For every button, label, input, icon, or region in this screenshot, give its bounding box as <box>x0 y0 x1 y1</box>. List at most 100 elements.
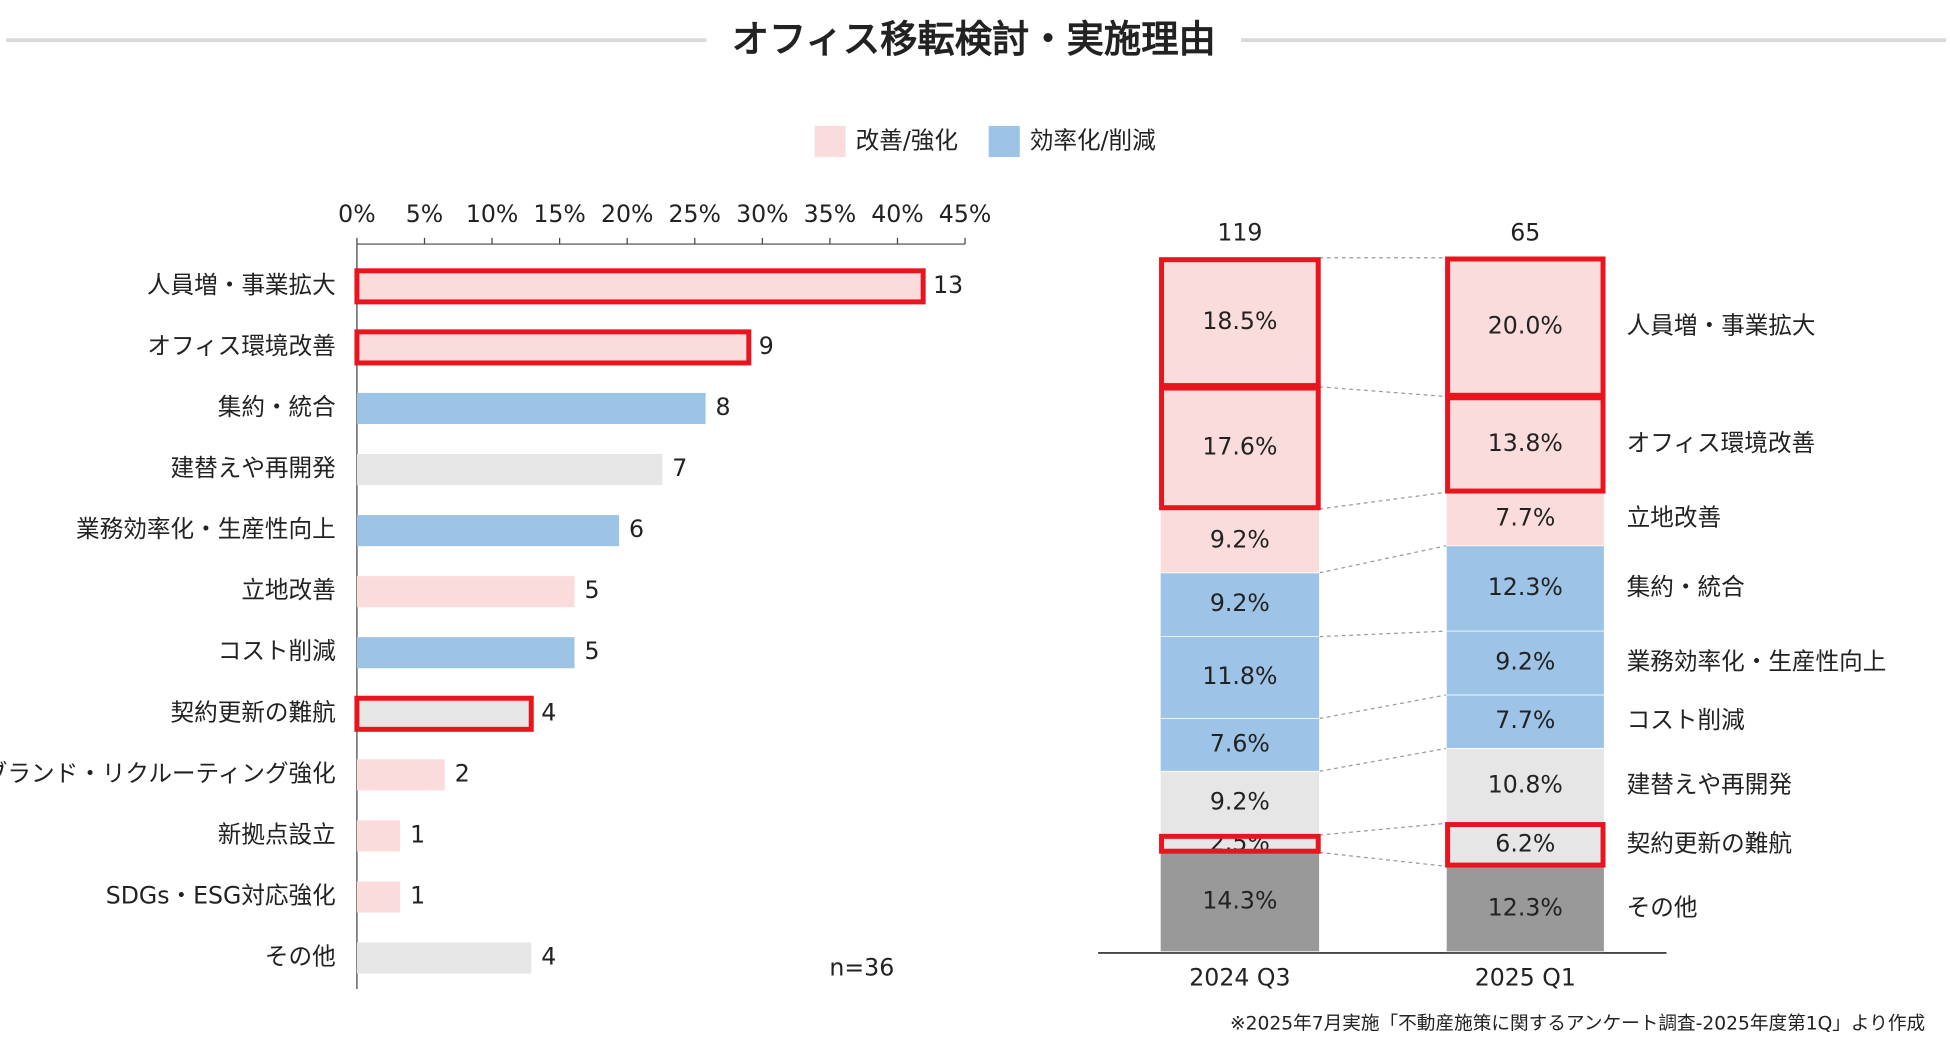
bar <box>356 820 401 852</box>
highlight-frame <box>1159 833 1321 854</box>
segment-label: 12.3% <box>1488 573 1563 601</box>
segment-label: 11.8% <box>1202 662 1277 690</box>
category-label: 業務効率化・生産性向上 <box>76 515 336 543</box>
segment-label: 9.2% <box>1210 525 1270 553</box>
segment <box>1445 630 1605 696</box>
segment <box>1445 396 1605 493</box>
connector <box>1319 491 1447 510</box>
segment <box>1445 747 1605 824</box>
x-tick-label: 45% <box>939 200 991 228</box>
highlight-frame <box>1445 395 1606 494</box>
segment-label: 10.8% <box>1488 770 1563 798</box>
value-label: 1 <box>410 881 425 909</box>
x-tick-label: 25% <box>669 200 721 228</box>
value-label: 4 <box>541 698 556 726</box>
bar <box>356 392 706 425</box>
bar <box>356 576 575 608</box>
segment <box>1159 636 1320 719</box>
segment <box>1159 386 1320 510</box>
x-tick-label: 2025 Q1 <box>1475 964 1576 992</box>
total-label: 119 <box>1217 219 1262 247</box>
category-label: 立地改善 <box>241 576 335 604</box>
total-label: 65 <box>1510 219 1540 247</box>
x-tick-label: 30% <box>736 200 788 228</box>
x-tick-label: 0% <box>338 200 375 228</box>
connector <box>1319 386 1447 398</box>
value-label: 5 <box>584 576 599 604</box>
segment-label: 7.6% <box>1210 729 1270 757</box>
category-label: 集約・統合 <box>218 393 336 421</box>
segment-label: 7.7% <box>1495 504 1555 532</box>
segment-label: 18.5% <box>1202 307 1277 335</box>
segment-label: 17.6% <box>1202 432 1277 460</box>
bar <box>356 942 532 974</box>
bar <box>356 637 575 669</box>
segment-label: 9.2% <box>1210 589 1270 617</box>
category-label: その他 <box>265 943 336 971</box>
segment-label: 12.3% <box>1488 894 1563 922</box>
connector <box>1319 694 1447 720</box>
category-label: 人員増・事業拡大 <box>147 271 336 299</box>
value-label: 5 <box>584 637 599 665</box>
category-label: オフィス環境改善 <box>147 332 335 360</box>
footnote: ※2025年7月実施「不動産施策に関するアンケート調査-2025年度第1Q」より… <box>1230 1013 1925 1034</box>
note: n=36 <box>829 954 894 982</box>
value-label: 7 <box>672 454 687 482</box>
highlight-frame <box>1445 256 1606 398</box>
segment-label: 14.3% <box>1202 887 1277 915</box>
x-tick-label: 10% <box>466 200 518 228</box>
value-label: 8 <box>716 393 731 421</box>
series-label: 集約・統合 <box>1627 573 1745 601</box>
bar <box>356 515 620 547</box>
value-label: 13 <box>933 271 963 299</box>
bar <box>356 759 445 791</box>
series-label: オフィス環境改善 <box>1627 429 1815 457</box>
value-label: 6 <box>629 515 644 543</box>
value-label: 4 <box>541 943 556 971</box>
x-tick-label: 35% <box>804 200 856 228</box>
x-tick-label: 15% <box>533 200 585 228</box>
connector <box>1319 630 1447 638</box>
segment <box>1445 865 1605 953</box>
series-label: 立地改善 <box>1627 504 1721 532</box>
legend-swatch <box>988 125 1020 158</box>
highlight-frame <box>1159 257 1321 389</box>
legend-swatch <box>814 125 846 158</box>
segment <box>1159 258 1320 388</box>
series-label: 業務効率化・生産性向上 <box>1627 648 1887 676</box>
segment <box>1159 852 1320 953</box>
series-label: コスト削減 <box>1627 706 1745 734</box>
segment <box>1445 257 1605 397</box>
segment <box>1445 694 1605 749</box>
segment-label: 9.2% <box>1495 648 1555 676</box>
connector <box>1319 822 1447 836</box>
category-label: 建替えや再開発 <box>170 454 335 482</box>
value-label: 1 <box>410 820 425 848</box>
segment-label: 20.0% <box>1488 312 1563 340</box>
title: オフィス移転検討・実施理由 <box>732 17 1216 61</box>
bar <box>356 881 401 913</box>
bar <box>354 329 752 366</box>
segment-label: 9.2% <box>1210 788 1270 816</box>
segment <box>1159 508 1320 574</box>
bar <box>354 695 534 732</box>
segment <box>1159 718 1320 772</box>
series-label: 契約更新の難航 <box>1627 829 1792 857</box>
series-label: 人員増・事業拡大 <box>1627 312 1816 340</box>
series-label: その他 <box>1627 894 1698 922</box>
category-label: 新拠点設立 <box>218 820 336 848</box>
highlight-frame <box>1445 822 1606 868</box>
series-label: 建替えや再開発 <box>1627 770 1792 798</box>
x-tick-label: 40% <box>871 200 923 228</box>
connector <box>1319 545 1447 574</box>
value-label: 9 <box>759 332 774 360</box>
category-label: コスト削減 <box>218 637 336 665</box>
segment-label: 6.2% <box>1495 829 1555 857</box>
x-tick-label: 2024 Q3 <box>1189 964 1290 992</box>
category-label: 契約更新の難航 <box>170 698 335 726</box>
category-label: ブランド・リクルーティング強化 <box>0 759 336 787</box>
connector <box>1319 851 1447 867</box>
segment-label: 7.7% <box>1495 706 1555 734</box>
category-label: SDGs・ESG対応強化 <box>106 881 336 909</box>
